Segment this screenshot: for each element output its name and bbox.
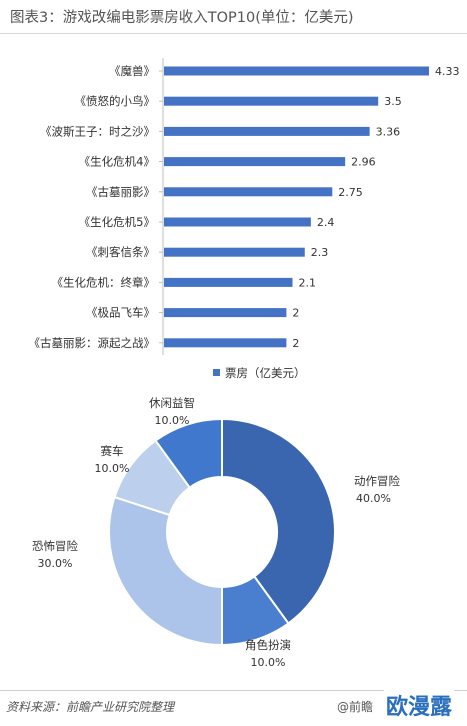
title-divider bbox=[0, 33, 467, 34]
bar bbox=[164, 96, 379, 106]
category-label: 《古墓丽影》 bbox=[86, 185, 155, 199]
bar-value-label: 4.33 bbox=[435, 65, 460, 78]
bar bbox=[164, 126, 370, 136]
category-label: 《生化危机5》 bbox=[79, 215, 155, 229]
category-label: 《生化危机4》 bbox=[79, 155, 155, 169]
bar-value-label: 2.96 bbox=[351, 156, 376, 169]
legend-label: 票房（亿美元） bbox=[225, 366, 306, 380]
donut-slice bbox=[154, 417, 223, 489]
footer-divider bbox=[0, 690, 467, 691]
category-label: 《古墓丽影：源起之战》 bbox=[29, 336, 156, 350]
slice-label: 恐怖冒险 bbox=[32, 539, 78, 553]
bar bbox=[164, 308, 287, 318]
bar bbox=[164, 217, 311, 227]
category-label: 《魔兽》 bbox=[109, 64, 155, 78]
bar-value-label: 2.1 bbox=[299, 276, 317, 289]
bar bbox=[164, 247, 305, 257]
slice-percent: 10.0% bbox=[251, 656, 286, 669]
slice-label: 赛车 bbox=[101, 444, 124, 458]
slice-label: 动作冒险 bbox=[354, 474, 400, 488]
source-note: 资料来源：前瞻产业研究院整理 bbox=[6, 700, 175, 714]
slice-percent: 10.0% bbox=[95, 462, 130, 475]
bar-value-label: 2.3 bbox=[311, 246, 329, 259]
bar bbox=[164, 187, 333, 197]
donut-slice bbox=[108, 495, 223, 647]
bar-chart: 《魔兽》 4.33 《愤怒的小鸟》 3.5 《波斯王子：时之沙》 3.36 《生化危机4》 2… bbox=[29, 58, 460, 380]
bar bbox=[164, 277, 293, 287]
bar bbox=[164, 66, 429, 76]
slice-percent: 30.0% bbox=[38, 557, 73, 570]
brand-watermark: 欧漫露 bbox=[384, 689, 455, 721]
category-label: 《生化危机：终章》 bbox=[52, 275, 156, 289]
source-handle: @前瞻 bbox=[337, 700, 374, 714]
bar-value-label: 3.36 bbox=[376, 125, 401, 138]
chart-title: 图表3：游戏改编电影票房收入TOP10(单位：亿美元) bbox=[10, 10, 354, 26]
slice-label: 角色扮演 bbox=[245, 638, 291, 652]
slice-percent: 40.0% bbox=[356, 492, 391, 505]
bar-value-label: 2.75 bbox=[338, 186, 363, 199]
donut-slice bbox=[221, 417, 336, 625]
bar-value-label: 3.5 bbox=[384, 95, 402, 108]
slice-percent: 10.0% bbox=[155, 414, 190, 427]
bar bbox=[164, 338, 287, 348]
bar-value-label: 2 bbox=[292, 337, 299, 350]
bar bbox=[164, 157, 346, 167]
legend-swatch bbox=[213, 369, 220, 376]
category-label: 《波斯王子：时之沙》 bbox=[40, 124, 155, 138]
donut-chart: 动作冒险 40.0% 角色扮演 10.0% 恐怖冒险 30.0% 赛车 10.0% 休闲益智 10… bbox=[32, 396, 400, 669]
category-label: 《刺客信条》 bbox=[86, 245, 155, 259]
category-label: 《愤怒的小鸟》 bbox=[75, 94, 156, 108]
bar-value-label: 2.4 bbox=[317, 216, 335, 229]
category-label: 《极品飞车》 bbox=[86, 306, 155, 320]
slice-label: 休闲益智 bbox=[149, 396, 195, 410]
bar-value-label: 2 bbox=[292, 307, 299, 320]
